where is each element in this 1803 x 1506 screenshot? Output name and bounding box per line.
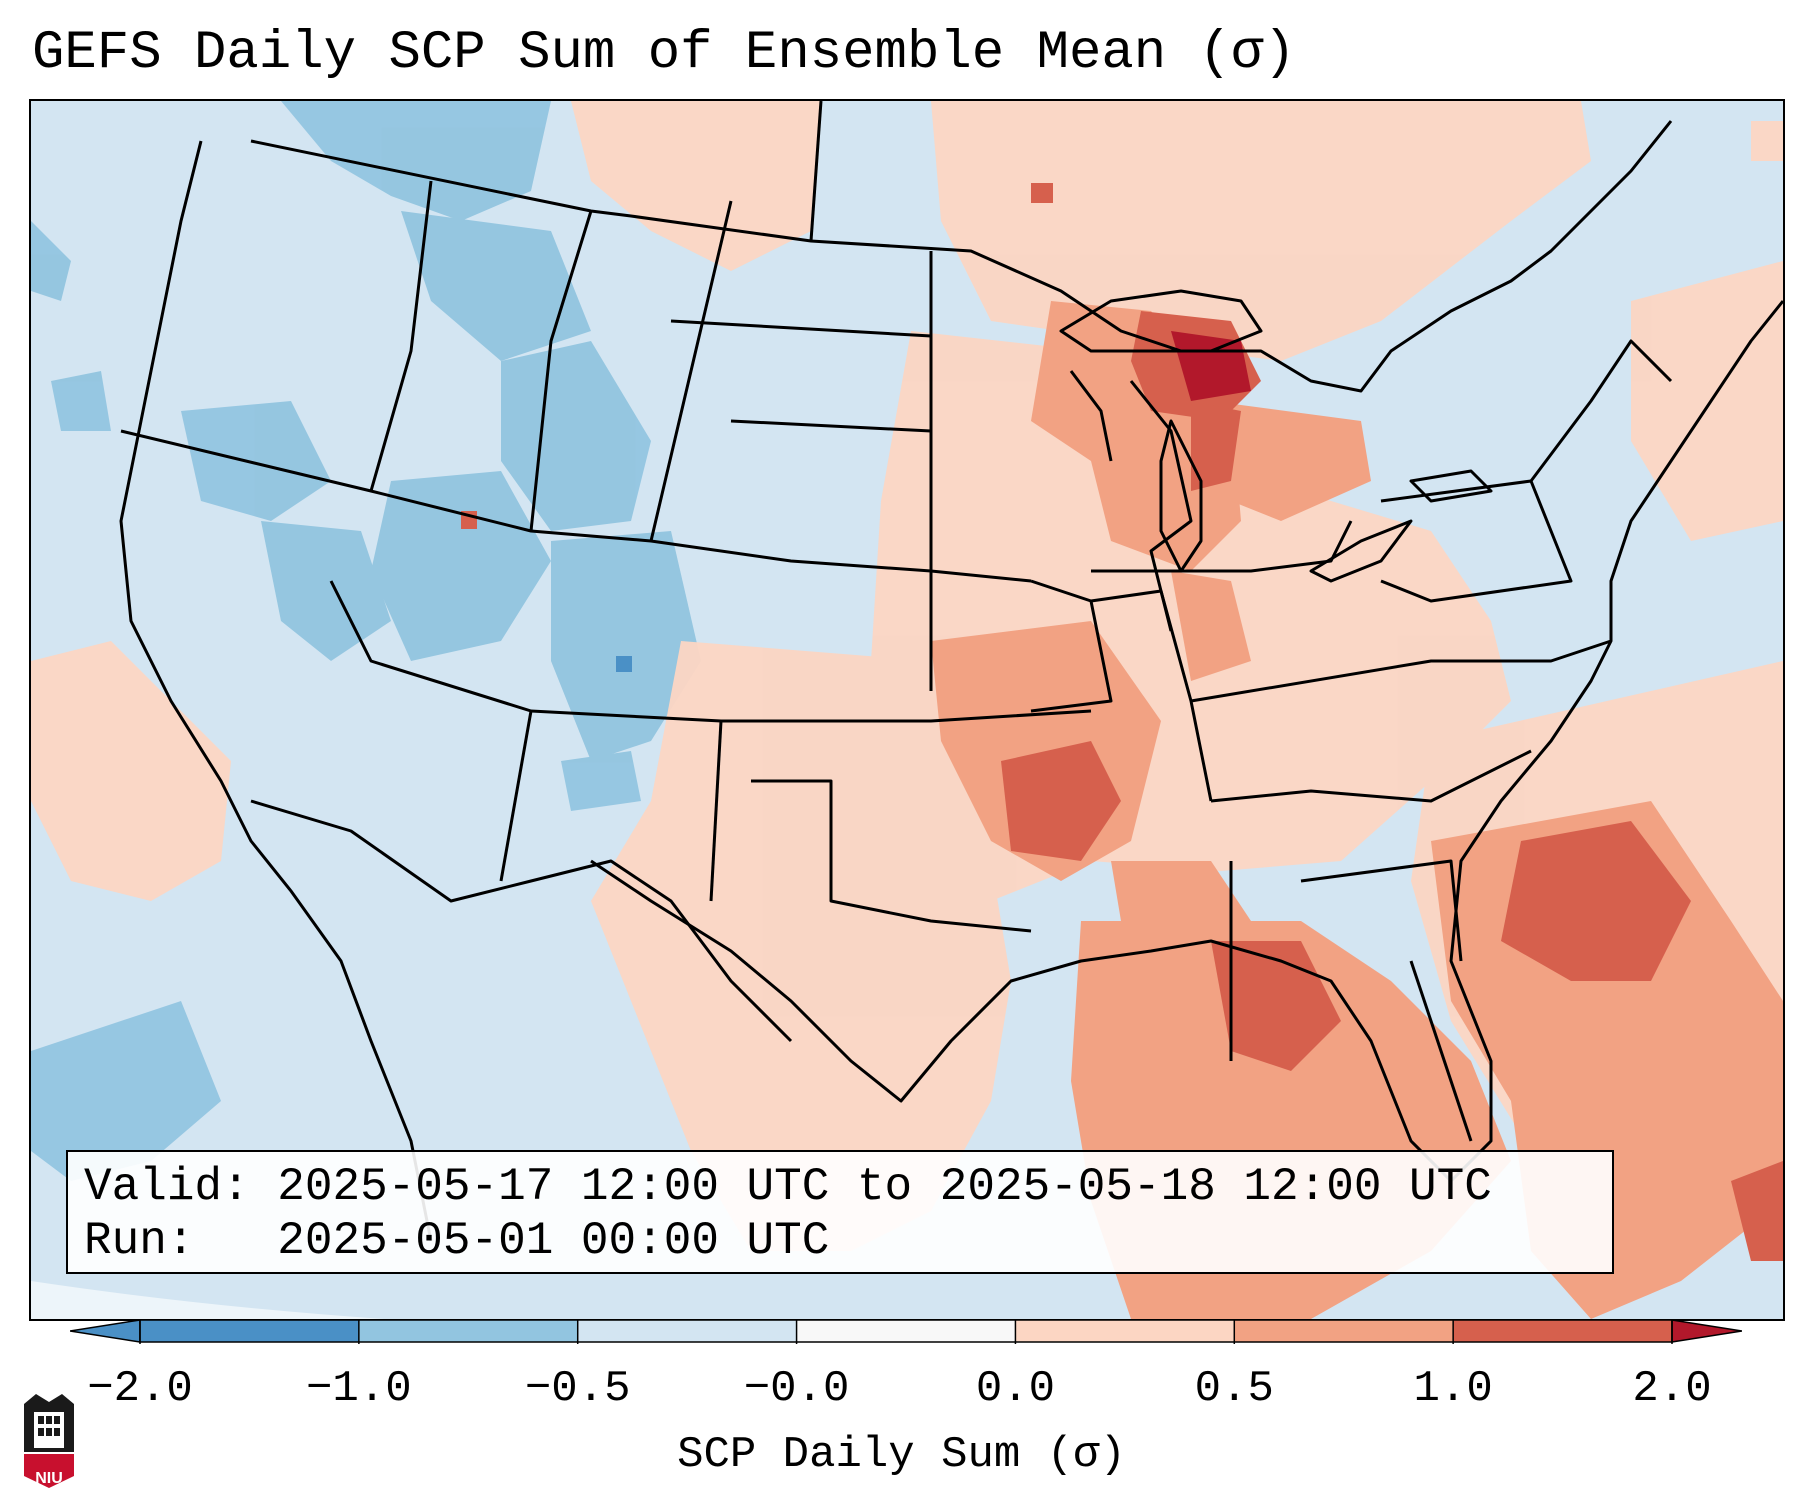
colorbar-tick-label: −2.0 <box>87 1364 193 1414</box>
isolated-positive-cell-north <box>1031 183 1053 203</box>
colorbar-tick-label: 0.5 <box>1194 1364 1274 1414</box>
colorbar-tick-label: −1.0 <box>306 1364 412 1414</box>
colorbar-tick-label: −0.0 <box>743 1364 850 1414</box>
logo-text: NIU <box>35 1470 63 1487</box>
negative-anomaly-field <box>31 101 701 1181</box>
colorbar-segment <box>1015 1320 1235 1342</box>
lake-michigan <box>1159 419 1203 573</box>
valid-row: Valid: 2025-05-17 12:00 UTC to 2025-05-1… <box>84 1160 1596 1214</box>
map-panel: Valid: 2025-05-17 12:00 UTC to 2025-05-1… <box>29 99 1785 1321</box>
lake-ontario <box>1409 469 1493 503</box>
valid-value: 2025-05-17 12:00 UTC to 2025-05-18 12:00… <box>277 1161 1492 1213</box>
scp-map <box>31 101 1783 1319</box>
valid-info-box: Valid: 2025-05-17 12:00 UTC to 2025-05-1… <box>66 1150 1614 1274</box>
colorbar-extend-high <box>1671 1319 1742 1343</box>
max-anomaly-region <box>1171 331 1251 401</box>
colorbar-segment <box>796 1320 1016 1342</box>
colorbar-segment <box>358 1320 578 1342</box>
colorbar-tick-label: 2.0 <box>1632 1364 1712 1414</box>
colorbar-segment <box>1453 1320 1672 1342</box>
niu-logo-icon <box>24 1394 74 1488</box>
colorbar-tick-label: −0.5 <box>524 1364 631 1414</box>
projection-edge <box>31 1281 384 1319</box>
colorbar-tick-label: 0.0 <box>975 1364 1056 1414</box>
florida <box>1409 960 1473 1142</box>
colorbar-segment <box>1234 1320 1454 1342</box>
colorbar-tick-label: 1.0 <box>1413 1364 1493 1414</box>
canada-us-border <box>250 120 1673 393</box>
boundaries <box>119 101 1783 1242</box>
mexico-border <box>250 799 793 1043</box>
niu-logo: NIU <box>20 1392 78 1490</box>
lake-superior <box>1059 289 1263 353</box>
colorbar-label: SCP Daily Sum (σ) <box>677 1430 1126 1480</box>
colorbar-segment <box>577 1320 797 1342</box>
run-value: 2025-05-01 00:00 UTC <box>277 1215 830 1267</box>
colorbar-segment <box>140 1320 359 1342</box>
colorbar <box>70 1319 1742 1344</box>
lake-erie <box>1309 519 1413 583</box>
colorbar-extend-low <box>70 1319 141 1343</box>
strong-negative-cell <box>616 656 632 672</box>
run-row: Run: 2025-05-01 00:00 UTC <box>84 1214 1596 1268</box>
west-coast <box>119 140 433 1242</box>
page-title: GEFS Daily SCP Sum of Ensemble Mean (σ) <box>32 23 1296 84</box>
run-label: Run: <box>84 1215 195 1267</box>
valid-label: Valid: <box>84 1161 250 1213</box>
